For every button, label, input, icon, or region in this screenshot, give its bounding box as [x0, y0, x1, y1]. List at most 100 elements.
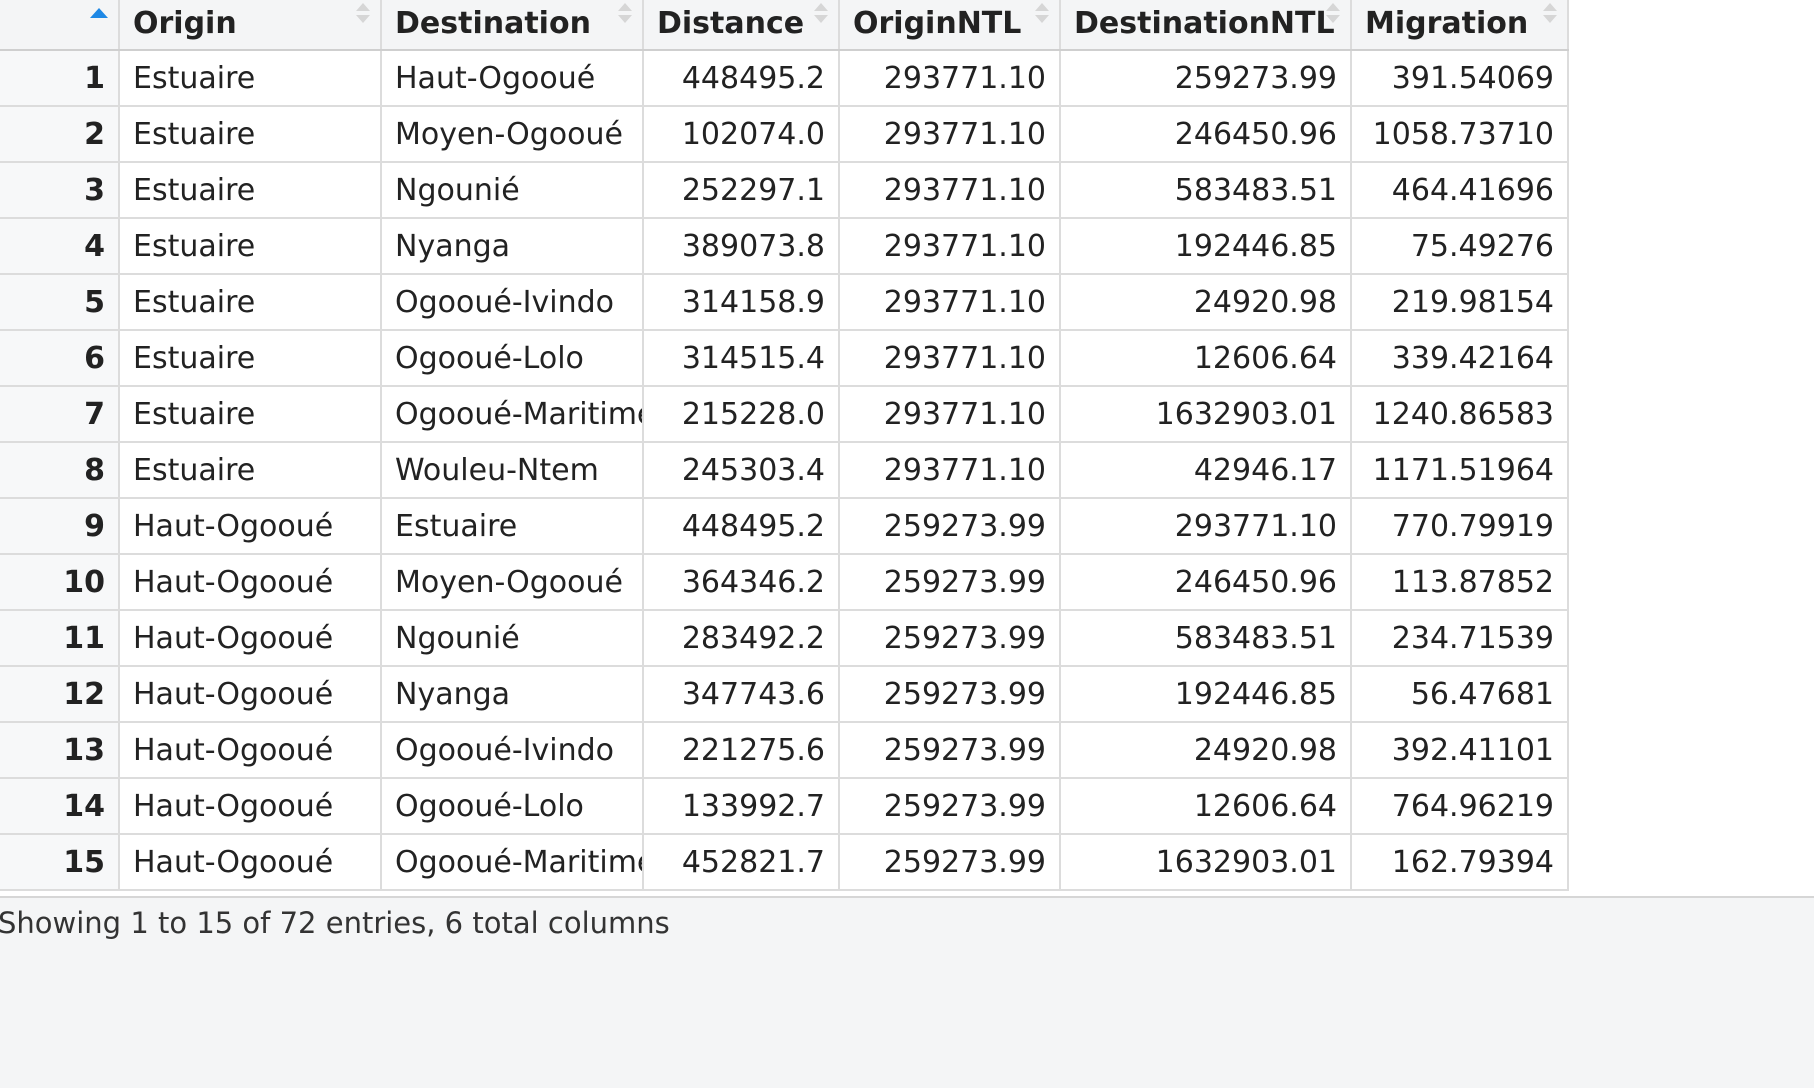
cell-destination: Nyanga — [381, 218, 644, 275]
sort-icon[interactable] — [1326, 3, 1340, 25]
table-row[interactable]: 6 Estuaire Ogooué-Lolo 314515.4 293771.10 126… — [0, 330, 1569, 387]
table-row[interactable]: 4 Estuaire Nyanga 389073.8 293771.10 192446.8… — [0, 218, 1569, 275]
cell-origin-ntl: 293771.10 — [839, 330, 1061, 387]
table-row[interactable]: 8 Estuaire Wouleu-Ntem 245303.4 293771.10 429… — [0, 442, 1569, 499]
sort-icon[interactable] — [618, 3, 632, 25]
row-index: 14 — [0, 778, 120, 835]
table-row[interactable]: 5 Estuaire Ogooué-Ivindo 314158.9 293771.10 2… — [0, 274, 1569, 331]
cell-origin: Haut-Ogooué — [119, 554, 382, 611]
table-row[interactable]: 10 Haut-Ogooué Moyen-Ogooué 364346.2 259273.… — [0, 554, 1569, 611]
cell-destination: Haut-Ogooué — [381, 50, 644, 107]
cell-distance: 448495.2 — [643, 498, 840, 555]
cell-destination: Ogooué-Ivindo — [381, 722, 644, 779]
column-header-destination[interactable]: Destination — [381, 0, 644, 51]
cell-origin-ntl: 259273.99 — [839, 834, 1061, 891]
cell-destination: Moyen-Ogooué — [381, 106, 644, 163]
column-header-migration[interactable]: Migration — [1351, 0, 1569, 51]
row-index: 8 — [0, 442, 120, 499]
cell-origin-ntl: 259273.99 — [839, 666, 1061, 723]
table-footer: Showing 1 to 15 of 72 entries, 6 total c… — [0, 896, 1814, 1088]
cell-origin-ntl: 259273.99 — [839, 778, 1061, 835]
cell-distance: 221275.6 — [643, 722, 840, 779]
cell-migration: 75.49276 — [1351, 218, 1569, 275]
row-index: 5 — [0, 274, 120, 331]
data-table: Origin Destination Distance OriginNTL De… — [0, 0, 1569, 891]
cell-destination-ntl: 583483.51 — [1060, 610, 1352, 667]
cell-origin-ntl: 293771.10 — [839, 218, 1061, 275]
table-row[interactable]: 15 Haut-Ogooué Ogooué-Maritime 452821.7 2592… — [0, 834, 1569, 891]
cell-origin-ntl: 293771.10 — [839, 106, 1061, 163]
row-index: 3 — [0, 162, 120, 219]
column-header-destination-ntl[interactable]: DestinationNTL — [1060, 0, 1352, 51]
cell-origin: Estuaire — [119, 50, 382, 107]
cell-origin-ntl: 293771.10 — [839, 162, 1061, 219]
table-body: 1 Estuaire Haut-Ogooué 448495.2 293771.10 259… — [0, 50, 1569, 891]
table-row[interactable]: 9 Haut-Ogooué Estuaire 448495.2 259273.99 293… — [0, 498, 1569, 555]
cell-distance: 364346.2 — [643, 554, 840, 611]
row-index: 13 — [0, 722, 120, 779]
column-header-index[interactable] — [0, 0, 120, 51]
cell-origin-ntl: 259273.99 — [839, 498, 1061, 555]
sort-ascending-icon — [90, 8, 108, 18]
cell-destination-ntl: 1632903.01 — [1060, 834, 1352, 891]
row-index: 7 — [0, 386, 120, 443]
cell-migration: 234.71539 — [1351, 610, 1569, 667]
cell-destination: Ogooué-Maritime — [381, 834, 644, 891]
sort-icon[interactable] — [356, 3, 370, 25]
header-row: Origin Destination Distance OriginNTL De… — [0, 0, 1569, 51]
cell-distance: 314158.9 — [643, 274, 840, 331]
cell-migration: 392.41101 — [1351, 722, 1569, 779]
table-row[interactable]: 7 Estuaire Ogooué-Maritime 215228.0 293771.1… — [0, 386, 1569, 443]
cell-migration: 1058.73710 — [1351, 106, 1569, 163]
table-row[interactable]: 13 Haut-Ogooué Ogooué-Ivindo 221275.6 259273… — [0, 722, 1569, 779]
table-row[interactable]: 1 Estuaire Haut-Ogooué 448495.2 293771.10 259… — [0, 50, 1569, 107]
cell-origin: Haut-Ogooué — [119, 498, 382, 555]
cell-destination: Ngounié — [381, 610, 644, 667]
table-row[interactable]: 12 Haut-Ogooué Nyanga 347743.6 259273.99 1924… — [0, 666, 1569, 723]
sort-icon[interactable] — [1035, 3, 1049, 25]
table-row[interactable]: 2 Estuaire Moyen-Ogooué 102074.0 293771.10 24… — [0, 106, 1569, 163]
cell-origin: Haut-Ogooué — [119, 666, 382, 723]
cell-destination-ntl: 246450.96 — [1060, 554, 1352, 611]
cell-origin-ntl: 259273.99 — [839, 554, 1061, 611]
row-index: 15 — [0, 834, 120, 891]
column-header-origin-ntl[interactable]: OriginNTL — [839, 0, 1061, 51]
cell-destination-ntl: 259273.99 — [1060, 50, 1352, 107]
cell-migration: 770.79919 — [1351, 498, 1569, 555]
cell-distance: 102074.0 — [643, 106, 840, 163]
cell-origin: Estuaire — [119, 330, 382, 387]
cell-origin-ntl: 259273.99 — [839, 610, 1061, 667]
cell-migration: 1240.86583 — [1351, 386, 1569, 443]
cell-origin: Estuaire — [119, 442, 382, 499]
sort-icon[interactable] — [814, 3, 828, 25]
column-header-origin[interactable]: Origin — [119, 0, 382, 51]
row-index: 2 — [0, 106, 120, 163]
cell-migration: 162.79394 — [1351, 834, 1569, 891]
table-row[interactable]: 3 Estuaire Ngounié 252297.1 293771.10 583483.… — [0, 162, 1569, 219]
cell-origin: Estuaire — [119, 106, 382, 163]
cell-origin: Haut-Ogooué — [119, 610, 382, 667]
cell-destination: Ogooué-Maritime — [381, 386, 644, 443]
entries-info: Showing 1 to 15 of 72 entries, 6 total c… — [0, 906, 670, 940]
cell-migration: 391.54069 — [1351, 50, 1569, 107]
sort-icon[interactable] — [1543, 3, 1557, 25]
cell-destination-ntl: 1632903.01 — [1060, 386, 1352, 443]
cell-origin: Estuaire — [119, 386, 382, 443]
cell-migration: 1171.51964 — [1351, 442, 1569, 499]
cell-destination-ntl: 12606.64 — [1060, 778, 1352, 835]
cell-origin-ntl: 293771.10 — [839, 50, 1061, 107]
cell-origin: Haut-Ogooué — [119, 778, 382, 835]
cell-destination: Wouleu-Ntem — [381, 442, 644, 499]
column-header-distance[interactable]: Distance — [643, 0, 840, 51]
cell-origin: Haut-Ogooué — [119, 722, 382, 779]
cell-origin: Estuaire — [119, 218, 382, 275]
table-row[interactable]: 11 Haut-Ogooué Ngounié 283492.2 259273.99 583… — [0, 610, 1569, 667]
cell-origin: Estuaire — [119, 274, 382, 331]
table-row[interactable]: 14 Haut-Ogooué Ogooué-Lolo 133992.7 259273.9… — [0, 778, 1569, 835]
cell-origin-ntl: 293771.10 — [839, 442, 1061, 499]
cell-destination-ntl: 12606.64 — [1060, 330, 1352, 387]
row-index: 4 — [0, 218, 120, 275]
column-label: DestinationNTL — [1074, 6, 1335, 41]
cell-destination: Nyanga — [381, 666, 644, 723]
cell-migration: 464.41696 — [1351, 162, 1569, 219]
